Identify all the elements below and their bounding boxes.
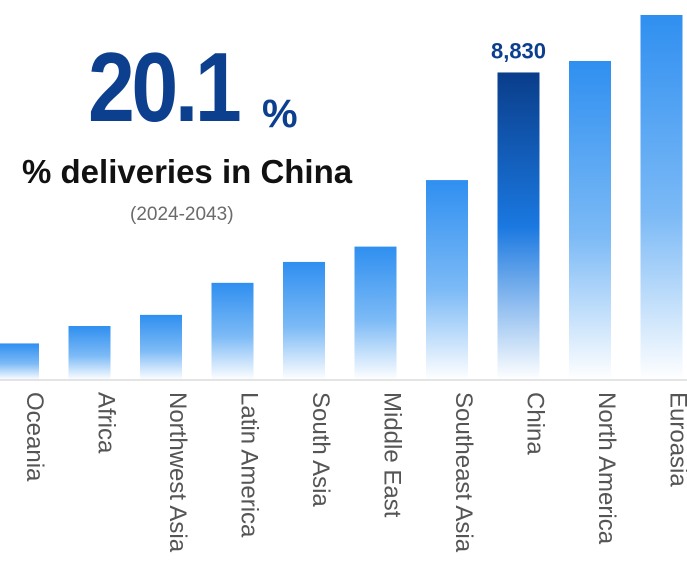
bar-north-america xyxy=(569,60,611,381)
bar-oceania xyxy=(0,343,39,380)
bar-africa xyxy=(68,326,111,380)
category-label-china: China xyxy=(522,392,549,455)
category-label-southeast-asia: Southeast Asia xyxy=(450,392,477,553)
bar-middle-east xyxy=(354,246,397,380)
data-label-china: 8,830 xyxy=(491,38,546,63)
kpi-label: % deliveries in China xyxy=(22,153,353,190)
kpi-period: (2024-2043) xyxy=(130,204,234,225)
category-labels-group: Oceania Africa Northwest Asia Latin America… xyxy=(21,392,687,553)
category-label-euroasia: Euroasia xyxy=(665,392,687,487)
bar-euroasia xyxy=(640,15,683,380)
bar-northwest-asia xyxy=(140,314,182,380)
bar-south-asia xyxy=(283,261,325,380)
bars-group xyxy=(0,15,683,381)
category-label-north-america: North America xyxy=(593,392,620,545)
bar-latin-america xyxy=(211,282,254,380)
bar-southeast-asia xyxy=(426,180,468,380)
category-label-northwest-asia: Northwest Asia xyxy=(164,392,191,553)
bar-china xyxy=(497,72,540,380)
category-label-oceania: Oceania xyxy=(21,392,48,482)
category-label-south-asia: South Asia xyxy=(307,392,334,507)
kpi-callout: 20.1 % % deliveries in China (2024-2043) xyxy=(0,0,390,240)
category-label-africa: Africa xyxy=(93,392,120,454)
data-labels-group: 8,830 xyxy=(491,38,546,63)
category-label-middle-east: Middle East xyxy=(379,392,406,518)
category-label-latin-america: Latin America xyxy=(236,392,263,538)
kpi-value: 20.1 xyxy=(88,32,242,142)
kpi-unit: % xyxy=(262,92,298,136)
